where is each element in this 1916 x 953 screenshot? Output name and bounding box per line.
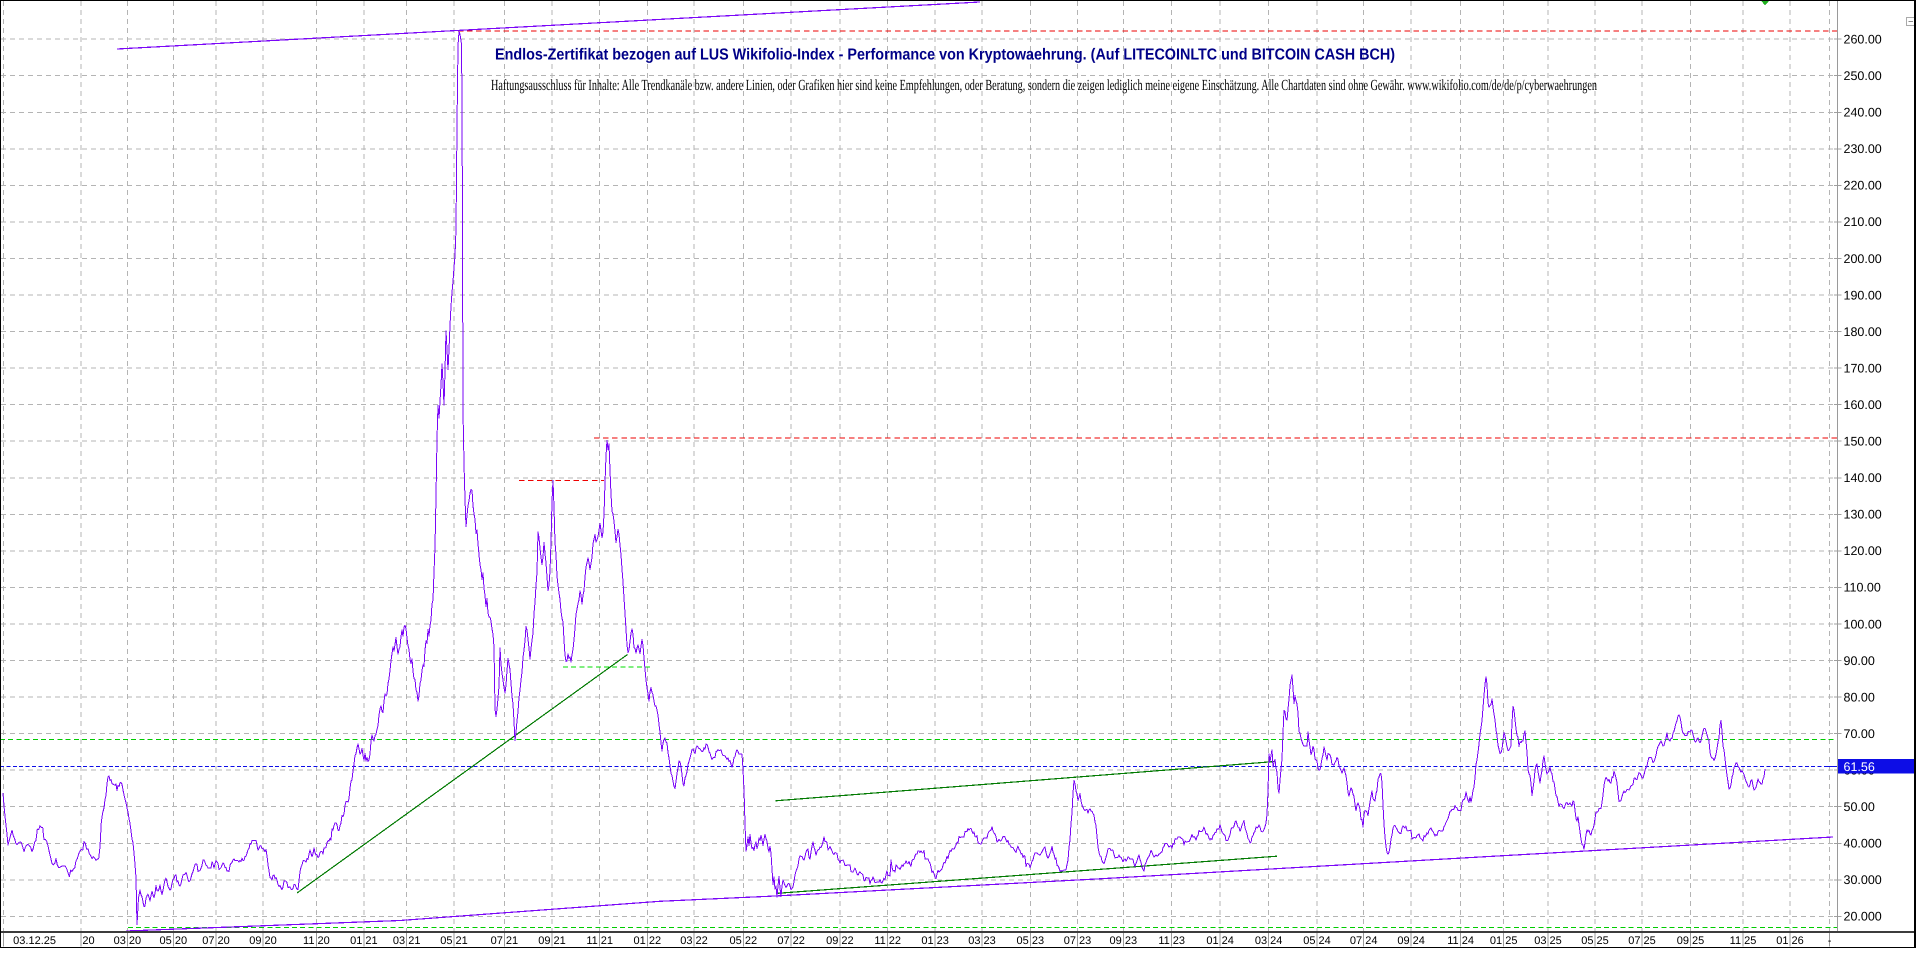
svg-text:30.000: 30.000 bbox=[1844, 873, 1882, 887]
svg-text:03 25: 03 25 bbox=[1534, 935, 1562, 947]
svg-text:07 25: 07 25 bbox=[1628, 935, 1656, 947]
svg-text:11 21: 11 21 bbox=[586, 935, 613, 947]
svg-text:11 25: 11 25 bbox=[1730, 935, 1757, 947]
svg-text:50.00: 50.00 bbox=[1844, 800, 1875, 814]
svg-text:01 23: 01 23 bbox=[921, 935, 949, 947]
svg-text:200.00: 200.00 bbox=[1844, 252, 1882, 266]
svg-text:120.00: 120.00 bbox=[1844, 544, 1882, 558]
svg-text:11 22: 11 22 bbox=[874, 935, 901, 947]
svg-text:230.00: 230.00 bbox=[1844, 142, 1882, 156]
svg-text:210.00: 210.00 bbox=[1844, 215, 1882, 229]
svg-text:80.00: 80.00 bbox=[1844, 690, 1875, 704]
svg-text:05 20: 05 20 bbox=[160, 935, 188, 947]
svg-text:110.00: 110.00 bbox=[1844, 581, 1881, 595]
svg-text:20.000: 20.000 bbox=[1844, 910, 1882, 924]
svg-text:09 22: 09 22 bbox=[826, 935, 854, 947]
svg-text:01 21: 01 21 bbox=[350, 935, 378, 947]
svg-text:09 20: 09 20 bbox=[249, 935, 277, 947]
svg-text:05 21: 05 21 bbox=[440, 935, 468, 947]
svg-text:05 24: 05 24 bbox=[1303, 935, 1331, 947]
svg-text:250.00: 250.00 bbox=[1844, 69, 1882, 83]
svg-text:09 24: 09 24 bbox=[1397, 935, 1425, 947]
svg-text:170.00: 170.00 bbox=[1844, 361, 1882, 375]
svg-text:07 21: 07 21 bbox=[491, 935, 519, 947]
svg-text:05 25: 05 25 bbox=[1581, 935, 1609, 947]
svg-text:180.00: 180.00 bbox=[1844, 325, 1882, 339]
svg-text:150.00: 150.00 bbox=[1844, 435, 1882, 449]
svg-text:05 22: 05 22 bbox=[730, 935, 758, 947]
svg-text:-: - bbox=[1828, 935, 1832, 947]
svg-text:20: 20 bbox=[82, 935, 94, 947]
svg-text:100.00: 100.00 bbox=[1844, 617, 1882, 631]
svg-text:11 24: 11 24 bbox=[1447, 935, 1474, 947]
svg-text:01 25: 01 25 bbox=[1490, 935, 1518, 947]
svg-text:160.00: 160.00 bbox=[1844, 398, 1882, 412]
svg-text:61.56: 61.56 bbox=[1844, 760, 1875, 774]
svg-text:03 22: 03 22 bbox=[680, 935, 708, 947]
svg-text:130.00: 130.00 bbox=[1844, 508, 1882, 522]
svg-text:11 23: 11 23 bbox=[1158, 935, 1185, 947]
svg-text:03 23: 03 23 bbox=[968, 935, 996, 947]
svg-text:07 20: 07 20 bbox=[202, 935, 230, 947]
svg-text:70.00: 70.00 bbox=[1844, 727, 1875, 741]
svg-text:07 23: 07 23 bbox=[1064, 935, 1092, 947]
svg-text:140.00: 140.00 bbox=[1844, 471, 1882, 485]
svg-text:01 22: 01 22 bbox=[634, 935, 662, 947]
svg-text:220.00: 220.00 bbox=[1844, 179, 1882, 193]
svg-text:11 20: 11 20 bbox=[303, 935, 330, 947]
svg-text:07 22: 07 22 bbox=[777, 935, 805, 947]
svg-text:09 23: 09 23 bbox=[1110, 935, 1138, 947]
svg-text:09 25: 09 25 bbox=[1677, 935, 1705, 947]
svg-text:01 24: 01 24 bbox=[1206, 935, 1234, 947]
svg-text:03.12.25: 03.12.25 bbox=[13, 935, 56, 947]
svg-text:01 26: 01 26 bbox=[1776, 935, 1804, 947]
svg-text:90.00: 90.00 bbox=[1844, 654, 1875, 668]
svg-text:03 20: 03 20 bbox=[114, 935, 142, 947]
svg-text:190.00: 190.00 bbox=[1844, 288, 1882, 302]
svg-text:07 24: 07 24 bbox=[1350, 935, 1378, 947]
svg-text:240.00: 240.00 bbox=[1844, 106, 1882, 120]
svg-text:40.000: 40.000 bbox=[1844, 837, 1882, 851]
svg-text:260.00: 260.00 bbox=[1844, 33, 1882, 47]
svg-text:Endlos-Zertifikat bezogen auf: Endlos-Zertifikat bezogen auf LUS Wikifo… bbox=[495, 47, 1395, 64]
svg-text:09 21: 09 21 bbox=[538, 935, 566, 947]
svg-text:03 21: 03 21 bbox=[393, 935, 421, 947]
svg-text:03 24: 03 24 bbox=[1255, 935, 1283, 947]
svg-text:05 23: 05 23 bbox=[1017, 935, 1045, 947]
svg-text:Haftungsausschluss für Inhalte: Haftungsausschluss für Inhalte: Alle Tre… bbox=[491, 77, 1597, 94]
